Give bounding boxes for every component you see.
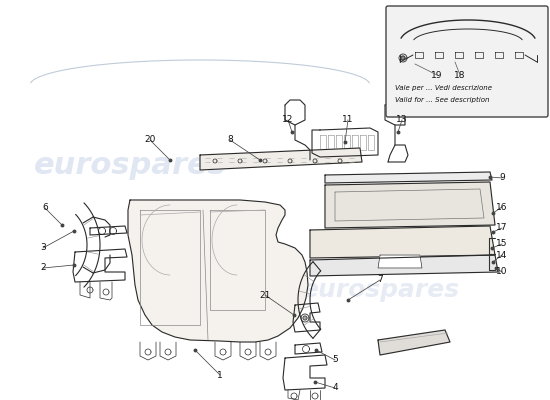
Text: 14: 14 — [496, 250, 508, 260]
Text: 9: 9 — [499, 174, 505, 182]
Text: 17: 17 — [496, 224, 508, 232]
Text: 18: 18 — [454, 70, 466, 80]
Text: eurospares: eurospares — [158, 300, 282, 320]
Text: 3: 3 — [40, 244, 46, 252]
Text: Valid for ... See description: Valid for ... See description — [395, 97, 490, 103]
Text: 1: 1 — [217, 370, 223, 380]
Text: 20: 20 — [144, 136, 156, 144]
Text: 12: 12 — [282, 116, 294, 124]
Polygon shape — [325, 172, 492, 183]
Polygon shape — [401, 56, 405, 60]
Text: 6: 6 — [42, 204, 48, 212]
Text: 15: 15 — [496, 240, 508, 248]
FancyBboxPatch shape — [386, 6, 548, 117]
Text: 19: 19 — [431, 70, 443, 80]
Polygon shape — [310, 255, 498, 276]
Polygon shape — [378, 255, 422, 268]
Text: 7: 7 — [377, 276, 383, 284]
Polygon shape — [325, 182, 495, 228]
Text: Vale per ... Vedi descrizione: Vale per ... Vedi descrizione — [395, 85, 492, 91]
Text: eurospares: eurospares — [34, 150, 227, 180]
Text: 10: 10 — [496, 268, 508, 276]
Text: 4: 4 — [332, 384, 338, 392]
Text: eurospares: eurospares — [301, 278, 459, 302]
Text: 2: 2 — [40, 264, 46, 272]
Text: 13: 13 — [396, 116, 408, 124]
Text: 16: 16 — [496, 202, 508, 212]
Text: 8: 8 — [227, 136, 233, 144]
Polygon shape — [378, 330, 450, 355]
Polygon shape — [310, 226, 495, 258]
Text: 5: 5 — [332, 356, 338, 364]
Polygon shape — [303, 316, 307, 320]
Text: 11: 11 — [342, 116, 354, 124]
Text: 21: 21 — [259, 290, 271, 300]
Polygon shape — [128, 200, 308, 342]
Polygon shape — [200, 148, 362, 170]
